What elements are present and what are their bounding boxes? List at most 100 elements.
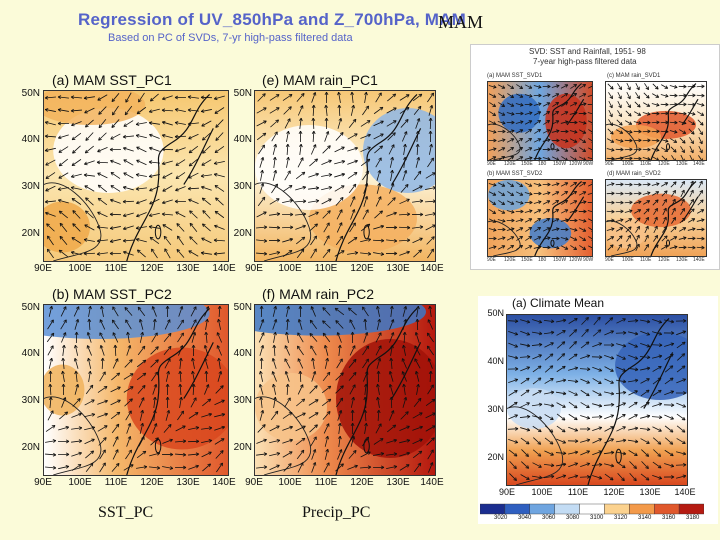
wind-vector — [644, 225, 649, 234]
panel-b-title: (b) MAM SST_PC2 — [52, 286, 172, 302]
wind-vector — [543, 390, 555, 395]
wind-vector — [177, 332, 184, 343]
wind-vector — [542, 156, 551, 160]
wind-vector — [488, 227, 497, 232]
wind-vector — [515, 209, 524, 214]
wind-vector — [387, 197, 396, 206]
wind-vector — [698, 145, 703, 154]
wind-vector — [347, 236, 358, 244]
wind-vector — [402, 344, 406, 356]
wind-vector — [671, 198, 676, 207]
colorbar-label-2: 3060 — [542, 515, 556, 521]
wind-vector — [360, 451, 371, 458]
wind-vector — [608, 119, 613, 127]
wind-vector — [272, 305, 278, 317]
wind-vector — [615, 438, 627, 443]
wind-vector — [670, 138, 678, 143]
wind-vector — [412, 212, 424, 217]
wind-vector — [401, 358, 407, 369]
wind-vector — [569, 227, 578, 232]
wind-vector — [516, 236, 524, 241]
wind-vector — [520, 330, 531, 336]
wind-vector — [635, 82, 640, 91]
wind-vector — [588, 236, 592, 241]
figure-title: Regression of UV_850hPa and Z_700hPa, MA… — [78, 10, 466, 29]
wind-vector — [215, 385, 224, 394]
wind-vector — [175, 159, 186, 166]
wind-vector — [282, 451, 293, 458]
wind-vector — [671, 216, 676, 224]
svd-map-d — [605, 179, 707, 257]
wind-vector — [311, 357, 315, 369]
wind-vector — [604, 426, 614, 432]
wind-vector — [112, 332, 119, 343]
wind-vector — [125, 319, 132, 330]
wind-vector — [603, 402, 615, 407]
taiwan-outline — [154, 224, 162, 240]
wind-vector — [386, 120, 397, 127]
wind-vector — [634, 209, 642, 214]
wind-vector — [426, 437, 435, 446]
wind-vector — [521, 449, 529, 457]
wind-vector — [162, 185, 173, 192]
panel-e-lon-140: 140E — [420, 263, 444, 274]
wind-vector — [259, 183, 265, 194]
wind-vector — [624, 200, 633, 205]
wind-vector — [427, 157, 434, 168]
panel-b-lat-30: 30N — [21, 395, 40, 406]
wind-vector — [676, 365, 686, 373]
wind-vector — [497, 236, 506, 241]
wind-vector — [680, 198, 685, 207]
wind-vector — [606, 218, 615, 223]
wind-vector — [579, 147, 587, 152]
wind-vector — [269, 251, 281, 256]
wind-vector — [85, 119, 94, 128]
wind-vector — [509, 473, 517, 481]
plateau-contour — [488, 123, 521, 160]
wind-vector — [85, 197, 94, 206]
wind-vector — [671, 189, 676, 197]
coastline — [650, 181, 697, 256]
wind-vector — [309, 223, 318, 232]
wind-vector — [390, 344, 394, 356]
wind-vector — [520, 389, 530, 397]
wind-vector — [376, 169, 382, 181]
wind-vector — [556, 330, 566, 336]
wind-vector — [544, 450, 554, 456]
wind-vector — [507, 319, 519, 324]
wind-vector — [544, 378, 554, 384]
wind-vector — [570, 182, 578, 187]
wind-vector — [201, 185, 212, 191]
svd-b-lon-0: 90E — [487, 257, 496, 263]
wind-vector — [680, 154, 685, 160]
wind-vector — [321, 186, 333, 191]
coastline — [650, 83, 697, 160]
panel-f-title: (f) MAM rain_PC2 — [262, 286, 375, 302]
wind-vector — [640, 378, 650, 384]
wind-vector — [360, 158, 371, 167]
wind-vector — [85, 210, 94, 219]
wind-vector — [531, 402, 543, 407]
wind-vector — [269, 198, 280, 205]
wind-vector — [175, 211, 186, 218]
wind-vector — [191, 331, 197, 343]
wind-vector — [603, 450, 615, 455]
wind-vector — [84, 185, 95, 192]
wind-vector — [653, 225, 658, 234]
wind-vector — [97, 399, 108, 405]
climate-colorbar — [480, 503, 704, 515]
wind-vector — [678, 111, 687, 116]
wind-vector — [552, 111, 560, 116]
wind-vector — [560, 120, 569, 125]
wind-vector — [676, 413, 686, 421]
panel-e-lon-90: 90E — [245, 263, 263, 274]
wind-vector — [201, 426, 213, 430]
wind-vector — [335, 196, 344, 206]
wind-vector — [412, 412, 423, 419]
wind-vector — [96, 238, 108, 243]
wind-vector — [175, 465, 187, 470]
wind-vector — [653, 234, 658, 242]
svd-d-lon-0: 90E — [605, 257, 614, 263]
wind-vector — [376, 357, 382, 369]
wind-vector — [217, 318, 222, 330]
